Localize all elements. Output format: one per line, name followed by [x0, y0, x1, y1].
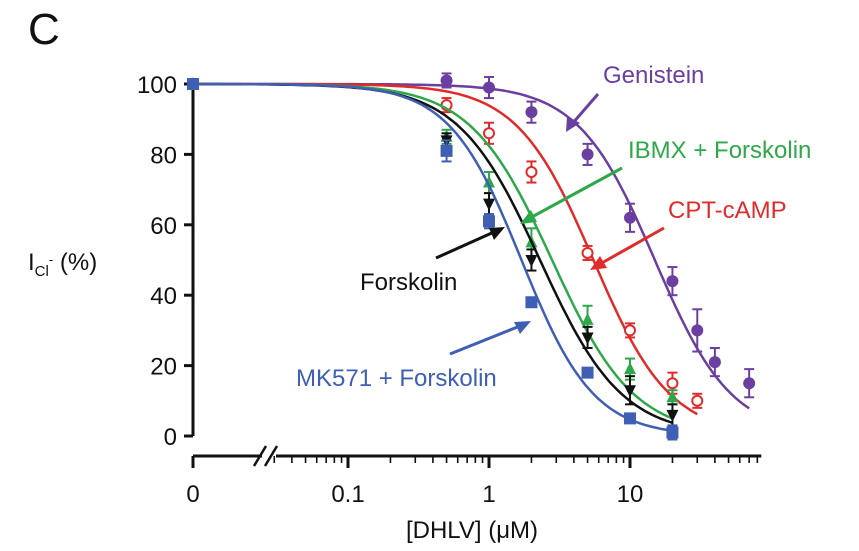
data-point	[525, 106, 538, 119]
y-tick-label: 40	[150, 283, 177, 310]
axis-break-mark	[252, 445, 268, 467]
data-point	[624, 412, 636, 425]
annotation-forskolin: Forskolin	[360, 227, 505, 296]
series-layer	[187, 72, 756, 441]
axis-break-mark	[263, 445, 279, 467]
arrow-mk571	[449, 324, 521, 356]
x-tick-label: 0.1	[331, 481, 364, 508]
series-mk571-forskolin	[187, 78, 679, 441]
y-tick-label: 60	[150, 213, 177, 240]
data-point	[187, 78, 199, 90]
y-tick-label: 20	[150, 354, 177, 381]
y-tick-label: 80	[150, 142, 177, 169]
y-label-sub: Cl	[35, 263, 49, 280]
svg-text:ICl- (%): ICl- (%)	[28, 249, 97, 280]
y-label-suffix: (%)	[53, 249, 97, 276]
fit-curve	[193, 82, 673, 433]
data-point	[581, 148, 594, 161]
fit-curve	[193, 82, 750, 410]
data-point	[624, 324, 636, 337]
data-point	[483, 81, 495, 94]
data-point	[666, 390, 679, 403]
data-point	[525, 255, 538, 267]
label-mk571: MK571 + Forskolin	[296, 365, 497, 392]
data-point	[483, 127, 495, 140]
arrowhead-genistein	[566, 116, 580, 132]
x-axis: 0 0.1 1 10	[186, 445, 762, 508]
annotation-cpt: CPT-cAMP	[590, 197, 787, 270]
arrow-cpt	[599, 226, 665, 266]
arrow-ibmx	[529, 166, 623, 220]
data-point	[581, 366, 594, 379]
data-point	[666, 377, 679, 390]
x-tick-label: 1	[482, 481, 495, 508]
arrow-genistein	[570, 93, 600, 125]
annotation-ibmx: IBMX + Forskolin	[520, 137, 811, 224]
x-tick-label: 10	[617, 481, 644, 508]
y-label-main: I	[28, 249, 35, 276]
y-label-sup: -	[49, 252, 53, 267]
data-point	[581, 332, 594, 345]
y-axis: 0 20 40 60 80 100	[137, 72, 195, 451]
label-forskolin: Forskolin	[360, 269, 457, 296]
data-point	[691, 394, 704, 407]
panel-letter: C	[28, 5, 60, 54]
x-axis-label: [DHLV] (μM)	[406, 517, 538, 544]
y-tick-label: 0	[164, 424, 177, 451]
annotation-genistein: Genistein	[566, 62, 704, 132]
arrowhead-ibmx	[520, 210, 537, 224]
data-point	[525, 296, 538, 309]
x-tick-label: 0	[186, 481, 199, 508]
arrowhead-mk571	[514, 321, 531, 334]
data-point	[624, 362, 636, 375]
data-point	[691, 324, 704, 337]
data-point	[743, 377, 756, 390]
data-point	[440, 74, 453, 87]
data-point	[708, 356, 721, 369]
data-point	[483, 215, 495, 228]
data-point	[483, 198, 495, 211]
data-point	[666, 275, 679, 288]
y-tick-label: 100	[137, 72, 177, 99]
y-axis-label: ICl- (%)	[28, 249, 97, 280]
data-point	[666, 409, 679, 422]
label-genistein: Genistein	[603, 62, 704, 89]
data-point	[666, 426, 679, 439]
data-point	[581, 246, 594, 259]
axes: 0 20 40 60 80 100 0 0.1 1 10	[137, 72, 762, 508]
label-ibmx: IBMX + Forskolin	[628, 137, 811, 164]
label-cpt: CPT-cAMP	[668, 197, 787, 224]
arrowhead-cpt	[590, 256, 607, 270]
data-point	[440, 144, 453, 157]
arrow-forskolin	[435, 230, 495, 260]
data-point	[525, 166, 538, 178]
data-point	[624, 211, 636, 224]
data-point	[581, 312, 594, 325]
data-point	[624, 385, 636, 398]
annotation-mk571: MK571 + Forskolin	[296, 321, 531, 392]
data-point	[483, 175, 495, 188]
annotations: Genistein IBMX + Forskolin CPT-cAMP Fors…	[296, 62, 811, 392]
arrowhead-forskolin	[489, 227, 505, 240]
